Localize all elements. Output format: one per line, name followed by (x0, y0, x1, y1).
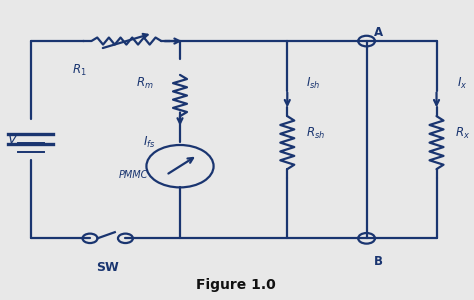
Text: $I_x$: $I_x$ (457, 76, 467, 91)
Text: PMMC: PMMC (118, 170, 148, 180)
Text: $I_{sh}$: $I_{sh}$ (306, 76, 320, 91)
Text: $R_1$: $R_1$ (73, 63, 87, 78)
Text: $I_{fs}$: $I_{fs}$ (144, 135, 156, 150)
Text: SW: SW (96, 261, 119, 274)
Text: $R_{sh}$: $R_{sh}$ (306, 126, 325, 141)
Text: Figure 1.0: Figure 1.0 (196, 278, 276, 292)
Text: A: A (374, 26, 383, 39)
Text: $R_m$: $R_m$ (136, 76, 154, 91)
Text: B: B (374, 255, 383, 268)
Text: V: V (8, 133, 17, 146)
Text: $R_x$: $R_x$ (455, 126, 470, 141)
